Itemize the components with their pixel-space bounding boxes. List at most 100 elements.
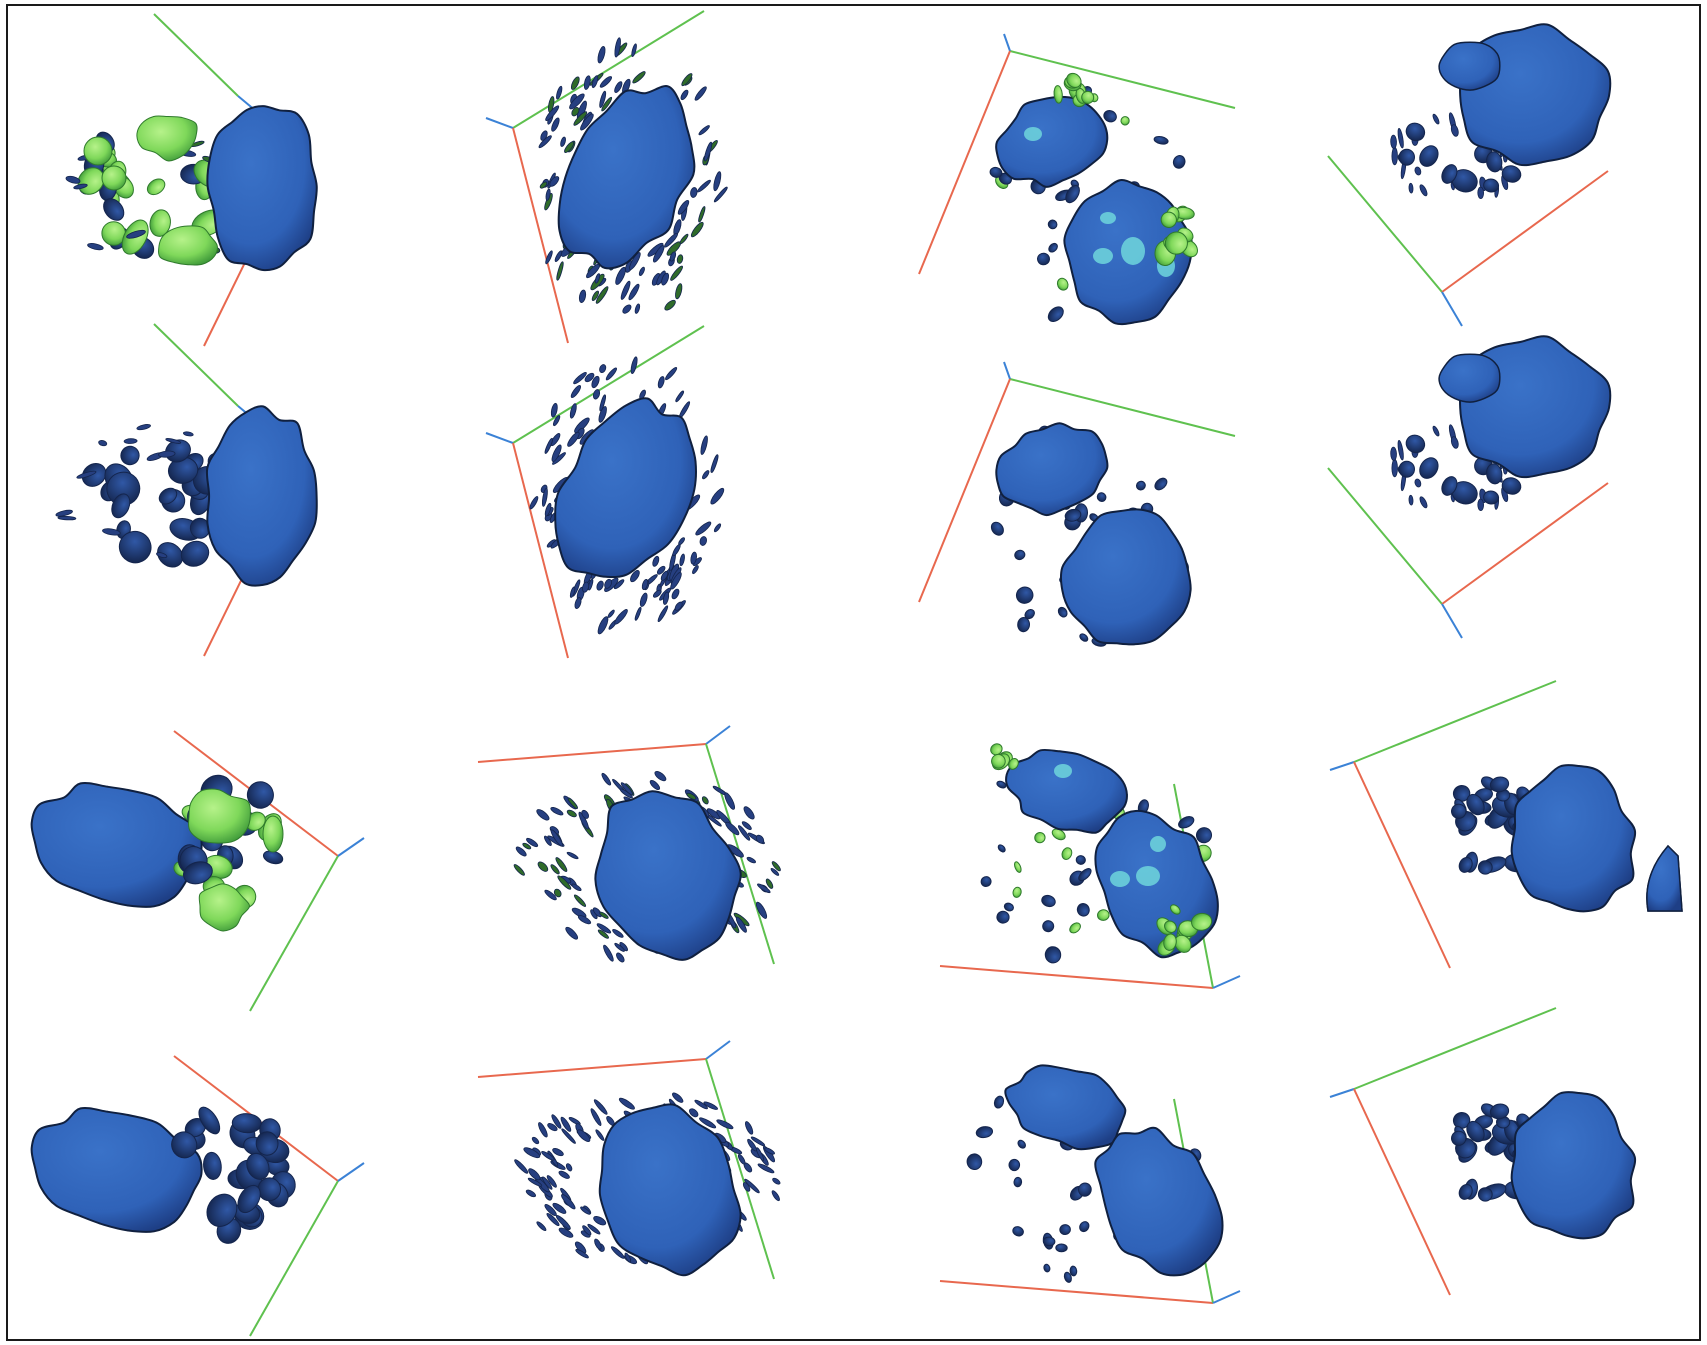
fluorescent-streak bbox=[539, 181, 548, 189]
granule-streak bbox=[592, 389, 601, 400]
fluorescent-streak bbox=[571, 107, 580, 117]
granule-streak bbox=[571, 907, 587, 918]
granule bbox=[975, 1126, 994, 1139]
granule-streak bbox=[528, 1168, 541, 1181]
granule-streak bbox=[607, 609, 615, 618]
granule-streak bbox=[551, 444, 562, 462]
axis-line bbox=[485, 432, 514, 444]
granule bbox=[1398, 460, 1416, 478]
granule bbox=[996, 910, 1010, 924]
granule-streak bbox=[680, 89, 689, 101]
granule bbox=[1047, 306, 1064, 322]
granule-streak bbox=[569, 93, 585, 110]
fluorescent-granule bbox=[1097, 909, 1110, 921]
granule-streak bbox=[713, 171, 722, 192]
granule-streak bbox=[546, 1212, 560, 1227]
fluorescent-granule bbox=[1163, 933, 1177, 951]
granule bbox=[1043, 1263, 1051, 1273]
granule-streak bbox=[692, 565, 699, 575]
granule-streak bbox=[565, 1163, 573, 1172]
granule-streak bbox=[544, 889, 557, 901]
granule bbox=[1096, 492, 1107, 502]
granule-streak bbox=[770, 867, 780, 876]
panel-r2-c2 bbox=[485, 325, 725, 659]
granule-streak bbox=[578, 811, 589, 830]
fluorescent-streak bbox=[522, 842, 532, 850]
granule-streak bbox=[725, 821, 740, 836]
granule bbox=[1178, 816, 1195, 829]
fluorescent-streak bbox=[676, 254, 684, 264]
granule bbox=[171, 1131, 198, 1159]
granule-streak bbox=[590, 1108, 602, 1126]
granule-streak bbox=[737, 1153, 746, 1165]
granule-streak bbox=[678, 537, 686, 546]
fluorescent-granule bbox=[1056, 277, 1069, 291]
granule-streak bbox=[560, 136, 566, 147]
fluorescent-streak bbox=[701, 796, 709, 805]
granule bbox=[1008, 1158, 1021, 1172]
granule-streak bbox=[671, 588, 680, 600]
axis-line bbox=[485, 117, 514, 129]
granule bbox=[1419, 145, 1439, 167]
granule bbox=[158, 487, 178, 505]
axis-line bbox=[1329, 761, 1355, 771]
axis-line bbox=[1441, 603, 1463, 639]
granule-streak bbox=[755, 901, 768, 919]
granule bbox=[1017, 617, 1031, 633]
panel-r2-c3 bbox=[918, 361, 1236, 647]
granule-streak bbox=[591, 375, 600, 389]
granule-streak bbox=[1397, 440, 1404, 461]
granule-streak bbox=[697, 179, 711, 193]
nucleus bbox=[1059, 508, 1192, 646]
panel-r3-c2 bbox=[477, 725, 781, 965]
granule-streak bbox=[1414, 478, 1422, 488]
fluorescent-spot bbox=[1121, 237, 1145, 265]
granule bbox=[1015, 586, 1034, 604]
nucleus bbox=[995, 95, 1109, 188]
granule-streak bbox=[546, 1175, 557, 1188]
granule bbox=[1452, 784, 1471, 802]
granule-streak bbox=[1408, 182, 1414, 194]
nucleus bbox=[206, 105, 318, 272]
granule bbox=[1041, 894, 1056, 908]
fluorescent-streak bbox=[591, 290, 600, 301]
axis-line bbox=[512, 127, 569, 344]
granule-streak bbox=[665, 367, 678, 381]
figure-frame bbox=[6, 4, 1701, 1341]
granule bbox=[1451, 1130, 1467, 1146]
granule-streak bbox=[577, 1129, 591, 1143]
granule-streak bbox=[567, 431, 580, 447]
granule-streak bbox=[638, 266, 645, 277]
fluorescent-granule bbox=[1191, 912, 1213, 931]
granule-streak bbox=[158, 450, 176, 458]
fluorescent-granule bbox=[262, 815, 284, 853]
nucleus bbox=[1005, 748, 1128, 834]
granule-streak bbox=[515, 846, 527, 857]
granule bbox=[206, 1193, 238, 1227]
granule bbox=[1451, 803, 1467, 819]
granule bbox=[203, 1151, 222, 1180]
granule-streak bbox=[536, 809, 550, 821]
granule bbox=[1044, 946, 1062, 964]
granule bbox=[1466, 1120, 1485, 1143]
nucleus bbox=[30, 781, 203, 908]
fluorescent-streak bbox=[632, 71, 646, 84]
granule-streak bbox=[599, 90, 607, 108]
axis-line bbox=[1441, 482, 1609, 605]
nucleus bbox=[30, 1106, 203, 1233]
granule-streak bbox=[1477, 498, 1485, 511]
panel-r4-c1 bbox=[30, 1055, 365, 1337]
granule-streak bbox=[747, 1138, 757, 1152]
granule bbox=[1501, 477, 1522, 495]
granule-streak bbox=[614, 942, 625, 952]
axis-line bbox=[249, 1180, 339, 1337]
granule-streak bbox=[549, 176, 560, 187]
granule-streak bbox=[690, 551, 697, 565]
granule-streak bbox=[746, 856, 757, 864]
granule-streak bbox=[706, 808, 721, 820]
granule bbox=[1042, 1236, 1056, 1247]
granule bbox=[1024, 608, 1035, 620]
granule-streak bbox=[1390, 134, 1397, 149]
granule-streak bbox=[614, 609, 628, 625]
granule bbox=[1065, 184, 1080, 204]
